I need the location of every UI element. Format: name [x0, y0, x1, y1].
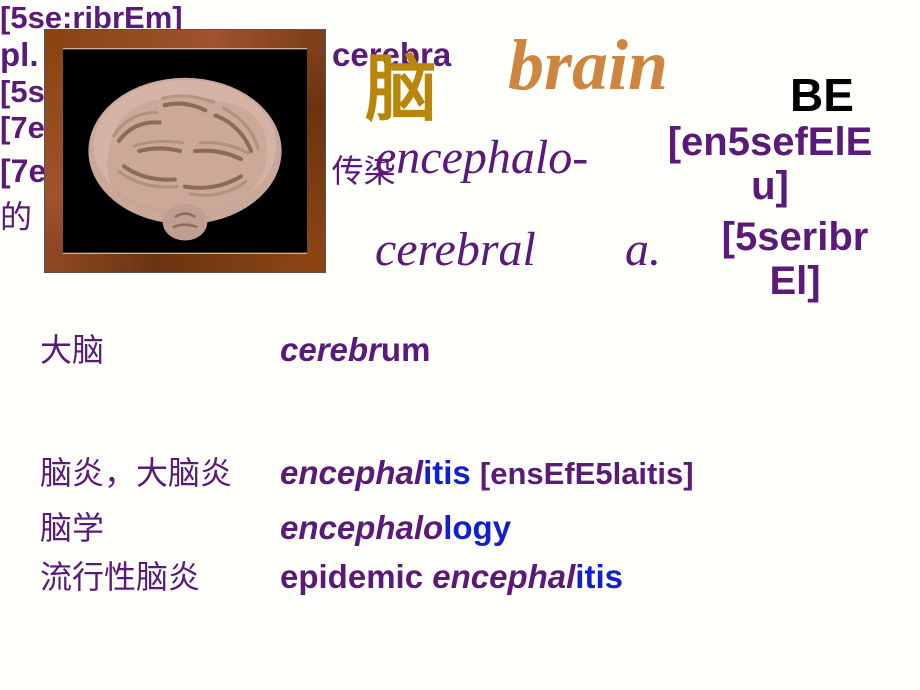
encephalology-cn: 脑学	[40, 503, 280, 549]
encephalology-en: encephalology	[280, 509, 511, 547]
epidemic-en: epidemic encephalitis	[280, 558, 623, 596]
row-encephalology: 脑学 encephalology	[40, 503, 511, 549]
encephalo-ipa-line1: [en5sefElE	[668, 120, 873, 164]
cerebral-word: cerebral	[375, 222, 536, 277]
encephalo-ipa-line2: u]	[751, 164, 789, 208]
cerebrum-cn: 大脑	[40, 325, 280, 371]
title-english: brain	[508, 24, 668, 107]
row-epidemic-encephalitis: 流行性脑炎 epidemic encephalitis	[40, 552, 623, 598]
row-encephalitis: 脑炎，大脑炎 encephalitis [ensEfE5laitis]	[40, 448, 694, 494]
cerebral-ipa-line2: El]	[769, 259, 820, 303]
cerebral-ipa-line1: [5seribr	[722, 215, 869, 259]
row-cerebrum: 大脑 cerebrum	[40, 325, 430, 371]
cerebrum-en: cerebrum	[280, 331, 430, 369]
brain-image-frame	[45, 30, 325, 272]
title-chinese: 脑	[365, 30, 441, 135]
epidemic-cn: 流行性脑炎	[40, 552, 280, 598]
cerebral-ipa: [5seribr El]	[680, 215, 910, 303]
encephalo-ipa: [en5sefElE u]	[640, 120, 900, 208]
encephalitis-en: encephalitis [ensEfE5laitis]	[280, 454, 694, 492]
encephalitis-cn: 脑炎，大脑炎	[40, 448, 280, 494]
brain-illustration	[63, 48, 307, 254]
encephalo-word: encephalo-	[375, 130, 588, 185]
be-label: BE	[790, 68, 854, 122]
cerebral-pos: a.	[625, 222, 661, 277]
